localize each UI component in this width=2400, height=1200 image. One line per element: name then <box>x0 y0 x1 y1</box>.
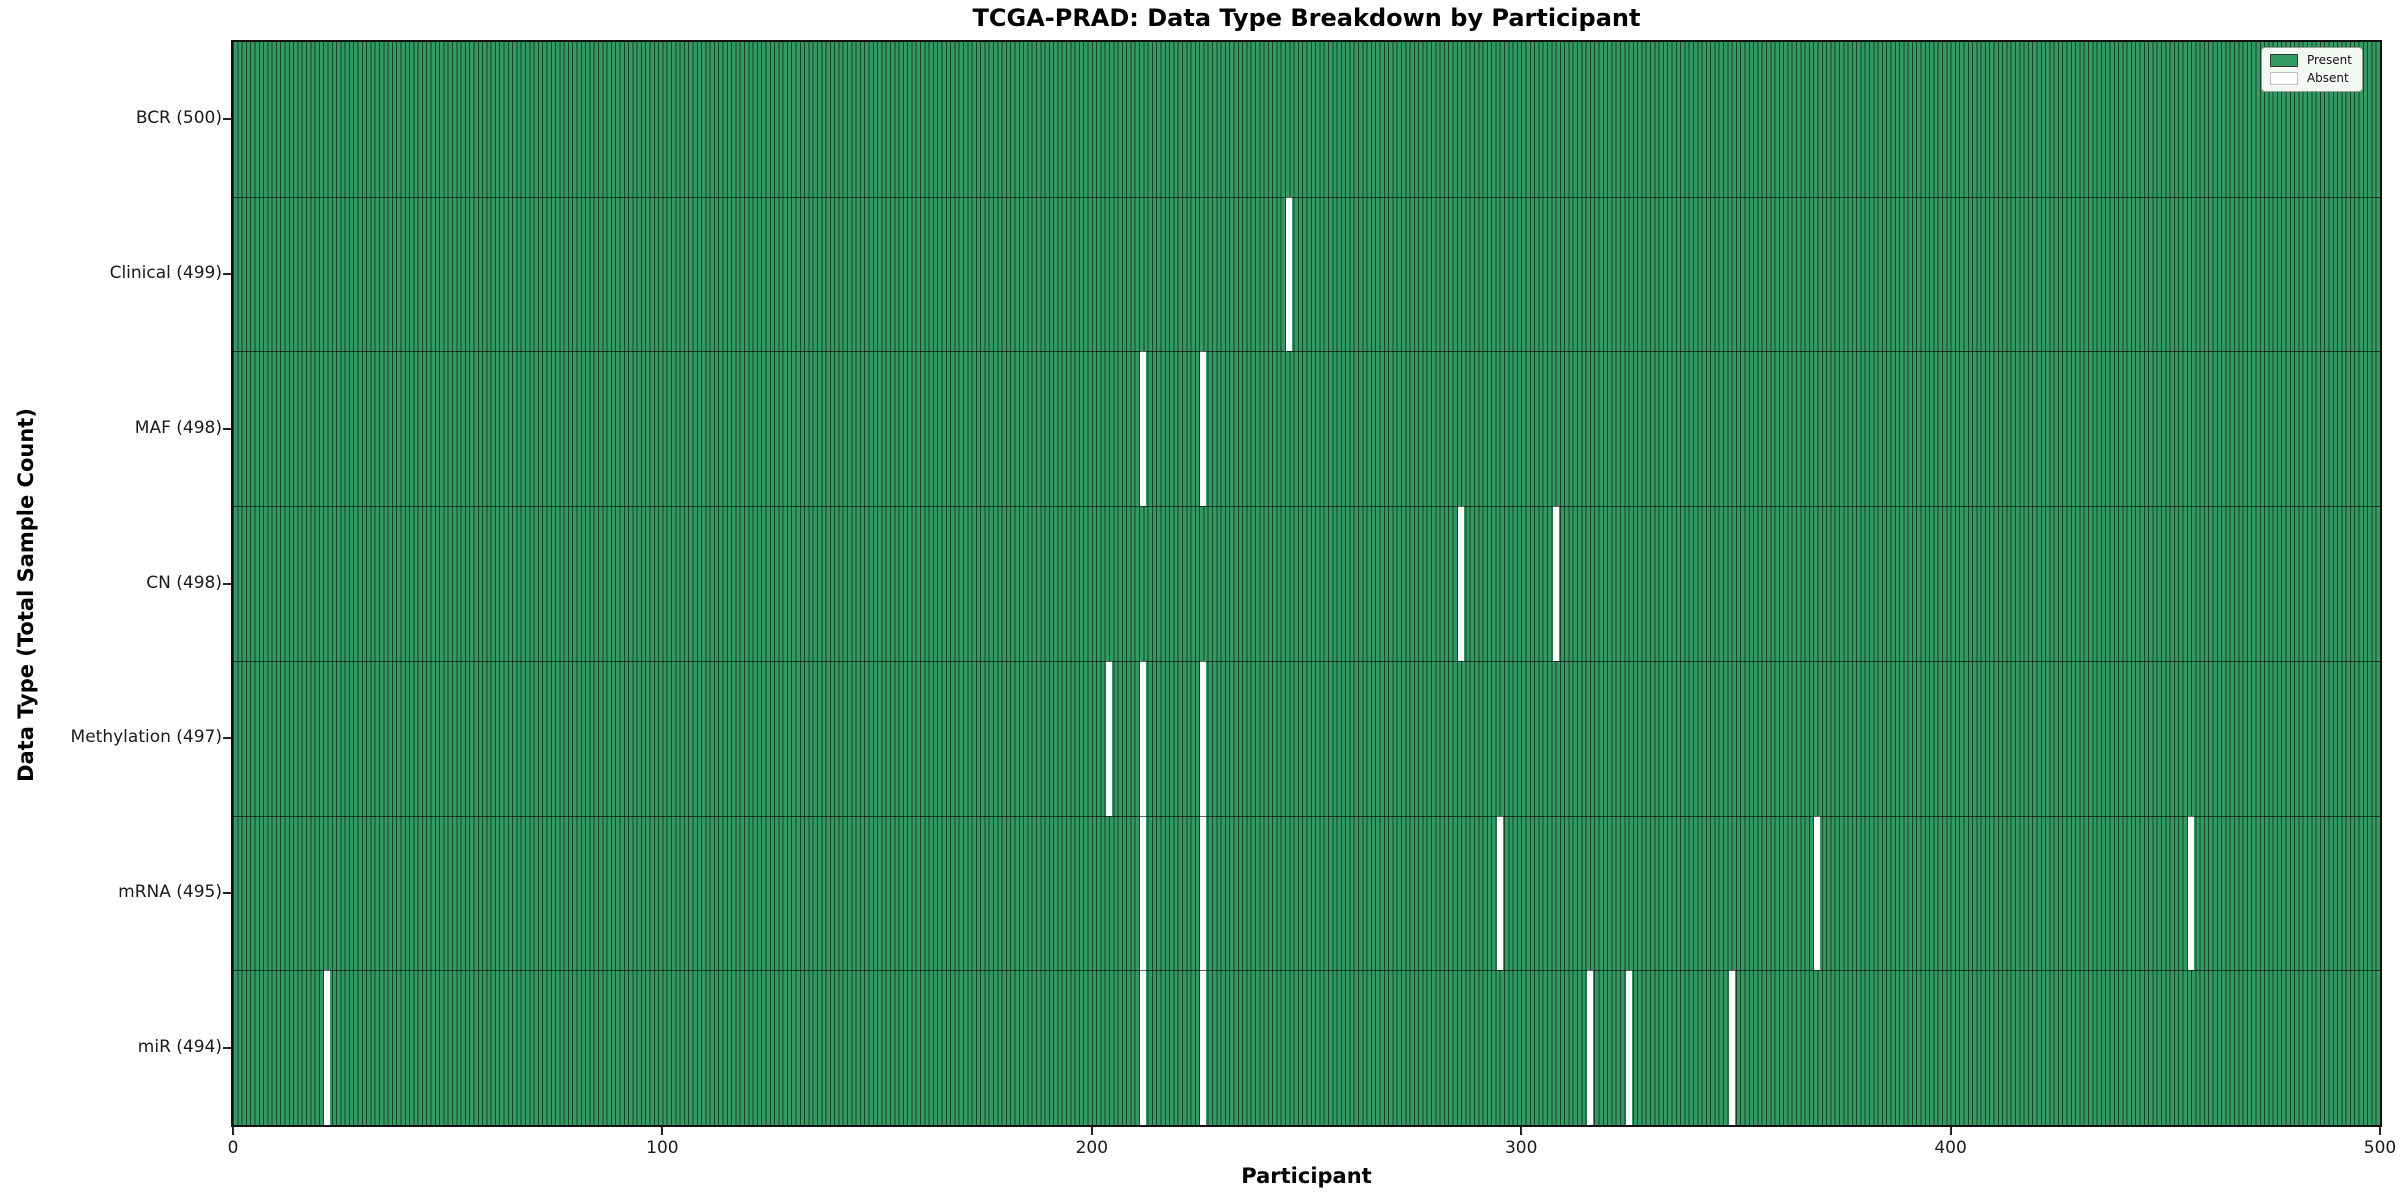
absent-gap-mrna-369 <box>1814 815 1821 971</box>
row-separator <box>233 660 2380 662</box>
xtick-label-0: 0 <box>227 1138 239 1158</box>
data-row-clinical <box>233 196 2380 352</box>
plot-area: Present Absent <box>231 40 2382 1127</box>
ytick-label-maf: MAF (498) <box>134 417 222 438</box>
y-axis-label: Data Type (Total Sample Count) <box>14 408 38 782</box>
xtick-label-100: 100 <box>646 1138 679 1158</box>
absent-gap-mir-349 <box>1728 970 1735 1125</box>
row-separator <box>233 351 2380 353</box>
data-row-cn <box>233 506 2380 661</box>
ytick-label-bcr: BCR (500) <box>135 108 222 129</box>
legend-present-swatch <box>2269 53 2298 67</box>
legend-present-label: Present <box>2306 53 2352 67</box>
absent-gap-cn-286 <box>1458 506 1465 661</box>
xtick-label-500: 500 <box>2363 1138 2397 1158</box>
absent-gap-methylation-226 <box>1200 660 1207 816</box>
xtick-mark-0 <box>232 1126 234 1135</box>
absent-gap-mir-316 <box>1586 970 1593 1125</box>
absent-gap-mrna-212 <box>1140 815 1147 971</box>
absent-gap-clinical-246 <box>1286 196 1293 352</box>
legend-absent-label: Absent <box>2306 71 2349 85</box>
data-row-mir <box>233 970 2380 1125</box>
xtick-mark-200 <box>1090 1126 1093 1135</box>
xtick-mark-400 <box>1949 1126 1952 1135</box>
ytick-mark-methylation <box>223 737 232 740</box>
data-row-maf <box>233 351 2380 507</box>
absent-gap-mir-226 <box>1200 970 1207 1125</box>
absent-gap-methylation-212 <box>1140 660 1147 816</box>
row-separator <box>233 815 2380 817</box>
absent-gap-methylation-204 <box>1105 660 1112 816</box>
legend: Present Absent <box>2260 47 2363 92</box>
absent-gap-mrna-456 <box>2188 815 2195 971</box>
legend-entry-absent: Absent <box>2269 71 2352 85</box>
chart-title: TCGA-PRAD: Data Type Breakdown by Partic… <box>972 4 1641 32</box>
legend-absent-swatch <box>2269 71 2298 85</box>
ytick-label-methylation: Methylation (497) <box>70 727 222 748</box>
data-row-methylation <box>233 660 2380 816</box>
data-row-bcr <box>233 42 2380 197</box>
ytick-mark-mir <box>223 1046 232 1049</box>
absent-gap-mrna-295 <box>1496 815 1503 971</box>
ytick-label-mrna: mRNA (495) <box>118 881 222 902</box>
absent-gap-mir-22 <box>324 970 331 1125</box>
ytick-mark-bcr <box>223 118 232 121</box>
xtick-mark-300 <box>1520 1126 1523 1135</box>
xtick-mark-100 <box>661 1126 664 1135</box>
xtick-label-300: 300 <box>1504 1138 1538 1158</box>
row-separator <box>233 506 2380 508</box>
ytick-label-clinical: Clinical (499) <box>109 263 222 284</box>
row-separator <box>233 196 2380 198</box>
absent-gap-maf-226 <box>1200 351 1207 507</box>
ytick-label-cn: CN (498) <box>146 572 222 593</box>
ytick-mark-mrna <box>223 891 232 894</box>
xtick-label-400: 400 <box>1934 1138 1967 1158</box>
legend-entry-present: Present <box>2269 53 2352 67</box>
ytick-label-mir: miR (494) <box>137 1036 222 1057</box>
ytick-mark-clinical <box>223 273 232 276</box>
x-axis-label: Participant <box>1241 1164 1372 1188</box>
row-separator <box>233 970 2380 972</box>
ytick-mark-maf <box>223 427 232 430</box>
absent-gap-cn-308 <box>1552 506 1559 661</box>
absent-gap-maf-212 <box>1140 351 1147 507</box>
xtick-mark-500 <box>2379 1126 2381 1135</box>
absent-gap-mir-325 <box>1625 970 1632 1125</box>
xtick-label-200: 200 <box>1075 1138 1109 1158</box>
data-row-mrna <box>233 815 2380 971</box>
absent-gap-mir-212 <box>1140 970 1147 1125</box>
ytick-mark-cn <box>223 582 232 585</box>
absent-gap-mrna-226 <box>1200 815 1207 971</box>
